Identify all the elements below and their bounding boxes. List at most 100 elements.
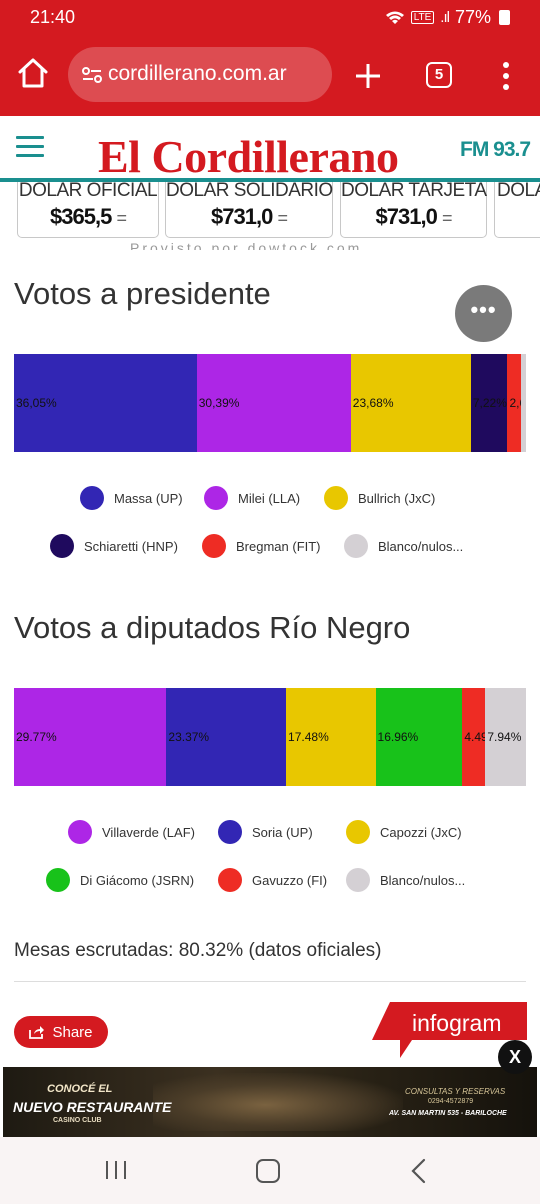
legend-label: Milei (LLA) [238,490,301,506]
legend-label: Bullrich (JxC) [358,490,436,506]
bar-segment[interactable]: 23.37% [166,688,287,786]
bar-segment[interactable]: 17.48% [286,688,376,786]
wifi-icon [385,11,404,24]
legend-label: Massa (UP) [114,490,183,506]
ticker-value: $ [497,204,540,230]
ticker-provider: Provisto por dowtock.com [130,240,363,250]
infogram-flag-icon [372,1002,527,1058]
legend-swatch [346,820,370,844]
legend-item[interactable]: Massa (UP) [80,486,183,510]
bar-segment[interactable]: 7.94% [485,688,526,786]
home-icon[interactable] [16,56,50,90]
ticker-name: DOLAR SOLIDARIO [166,182,333,201]
legend-swatch [46,868,70,892]
site-logo[interactable]: El Cordillerano [98,131,399,182]
stacked-bar-diputados: 29.77% 23.37% 17.48% 16.96% 4.49% 7.94% [14,688,526,786]
ad-address: AV. SAN MARTIN 535 - BARILOCHE [389,1110,507,1117]
legend-item[interactable]: Gavuzzo (FI) [218,868,327,892]
legend-swatch [346,868,370,892]
status-icons: LTE .ıl 77% [385,7,510,28]
legend-label: Di Giácomo (JSRN) [80,872,195,888]
url-bar[interactable]: cordillerano.com.ar [68,47,332,102]
browser-chrome: 21:40 LTE .ıl 77% cordillerano.com.ar 5 [0,0,540,116]
more-options-button[interactable]: ••• [455,285,512,342]
legend-swatch [68,820,92,844]
ad-contact-title: CONSULTAS Y RESERVAS [405,1087,506,1096]
battery-icon [499,10,510,25]
legend-item[interactable]: Capozzi (JxC) [346,820,462,844]
site-header: El Cordillerano FM 93.7 [0,116,540,182]
ticker-value: $365,5 = [50,204,127,229]
legend-item[interactable]: Blanco/nulos... [346,868,465,892]
ticker-item[interactable]: DOLAR OFICIAL $365,5 = [17,182,159,238]
legend-item[interactable]: Schiaretti (HNP) [50,534,178,558]
legend-item[interactable]: Milei (LLA) [204,486,300,510]
legend-label: Blanco/nulos... [380,872,466,888]
divider [14,981,526,982]
bar-segment[interactable]: 16.96% [375,688,463,786]
legend-label: Schiaretti (HNP) [84,538,178,554]
home-nav-icon[interactable] [256,1159,280,1183]
legend-item[interactable]: Villaverde (LAF) [68,820,195,844]
bar-segment[interactable]: 4.49% [462,688,498,786]
legend-swatch [202,534,226,558]
bar-data-label: 23,68% [352,396,394,410]
chart-title-presidente: Votos a presidente [14,276,271,311]
share-icon [29,1026,45,1039]
ad-line-1: CONOCÉ EL [47,1083,113,1095]
overflow-menu-icon[interactable] [496,60,516,92]
legend-swatch [218,868,242,892]
chart-title-diputados: Votos a diputados Río Negro [14,610,411,645]
bar-segment[interactable]: 36,05% [14,354,197,452]
ticker-name: DOLAR BLUE [497,182,540,201]
ad-banner[interactable]: CONOCÉ EL NUEVO RESTAURANTE CASINO CLUB … [3,1067,537,1137]
battery-text: 77% [454,7,491,27]
bar-data-label: 23.37% [168,730,210,744]
share-label: Share [52,1023,93,1041]
bar-data-label: 29.77% [16,730,57,744]
share-button[interactable]: Share [14,1016,108,1048]
bar-segment[interactable]: 23,68% [350,354,471,452]
ticker-item[interactable]: DOLAR BLUE $ [494,182,540,238]
legend-swatch [204,486,228,510]
ticker-item[interactable]: DOLAR SOLIDARIO $731,0 = [165,182,333,238]
bar-data-label: 36,05% [16,396,57,410]
bar-data-label: 17.48% [288,730,329,744]
bar-segment[interactable] [520,354,526,452]
ticker-value: $731,0 = [375,204,453,229]
legend-item[interactable]: Blanco/nulos... [344,534,463,558]
signal-icon: .ıl [440,9,450,26]
legend-item[interactable]: Di Giácomo (JSRN) [46,868,194,892]
site-settings-icon[interactable] [80,63,104,87]
legend-item[interactable]: Soria (UP) [218,820,313,844]
legend-item[interactable]: Bregman (FIT) [202,534,321,558]
hamburger-menu-icon[interactable] [16,136,44,160]
new-tab-icon[interactable] [352,60,384,92]
radio-badge[interactable]: FM 93.7 [460,138,531,161]
legend-item[interactable]: Bullrich (JxC) [324,486,435,510]
ad-food-image [153,1073,403,1131]
bar-segment[interactable]: 30,39% [196,354,351,452]
legend-label: Gavuzzo (FI) [252,872,328,888]
status-bar: 21:40 LTE .ıl 77% [0,0,540,36]
ticker-name: DOLAR TARJETA [341,182,487,201]
legend-swatch [344,534,368,558]
ticker-item[interactable]: DOLAR TARJETA $731,0 = [340,182,487,238]
legend-label: Soria (UP) [252,824,313,840]
url-text[interactable]: cordillerano.com.ar [108,62,287,85]
bar-data-label: 7,22% [472,396,507,410]
legend-swatch [324,486,348,510]
infogram-badge[interactable]: infogram [372,1002,527,1058]
bar-segment[interactable]: 2,6 [507,354,526,452]
back-icon[interactable] [408,1158,430,1184]
recent-apps-icon[interactable] [104,1159,128,1181]
ticker-value: $731,0 = [211,204,288,229]
bar-segment[interactable]: 7,22% [470,354,508,452]
tab-switcher-button[interactable]: 5 [426,62,452,88]
ad-line-3: CASINO CLUB [53,1117,102,1124]
bar-segment[interactable]: 29.77% [14,688,167,786]
legend-label: Villaverde (LAF) [102,824,195,840]
legend-label: Capozzi (JxC) [380,824,462,840]
ad-close-button[interactable]: X [498,1040,532,1074]
stacked-bar-presidente: 36,05% 30,39% 23,68% 7,22% 2,6 [14,354,526,452]
